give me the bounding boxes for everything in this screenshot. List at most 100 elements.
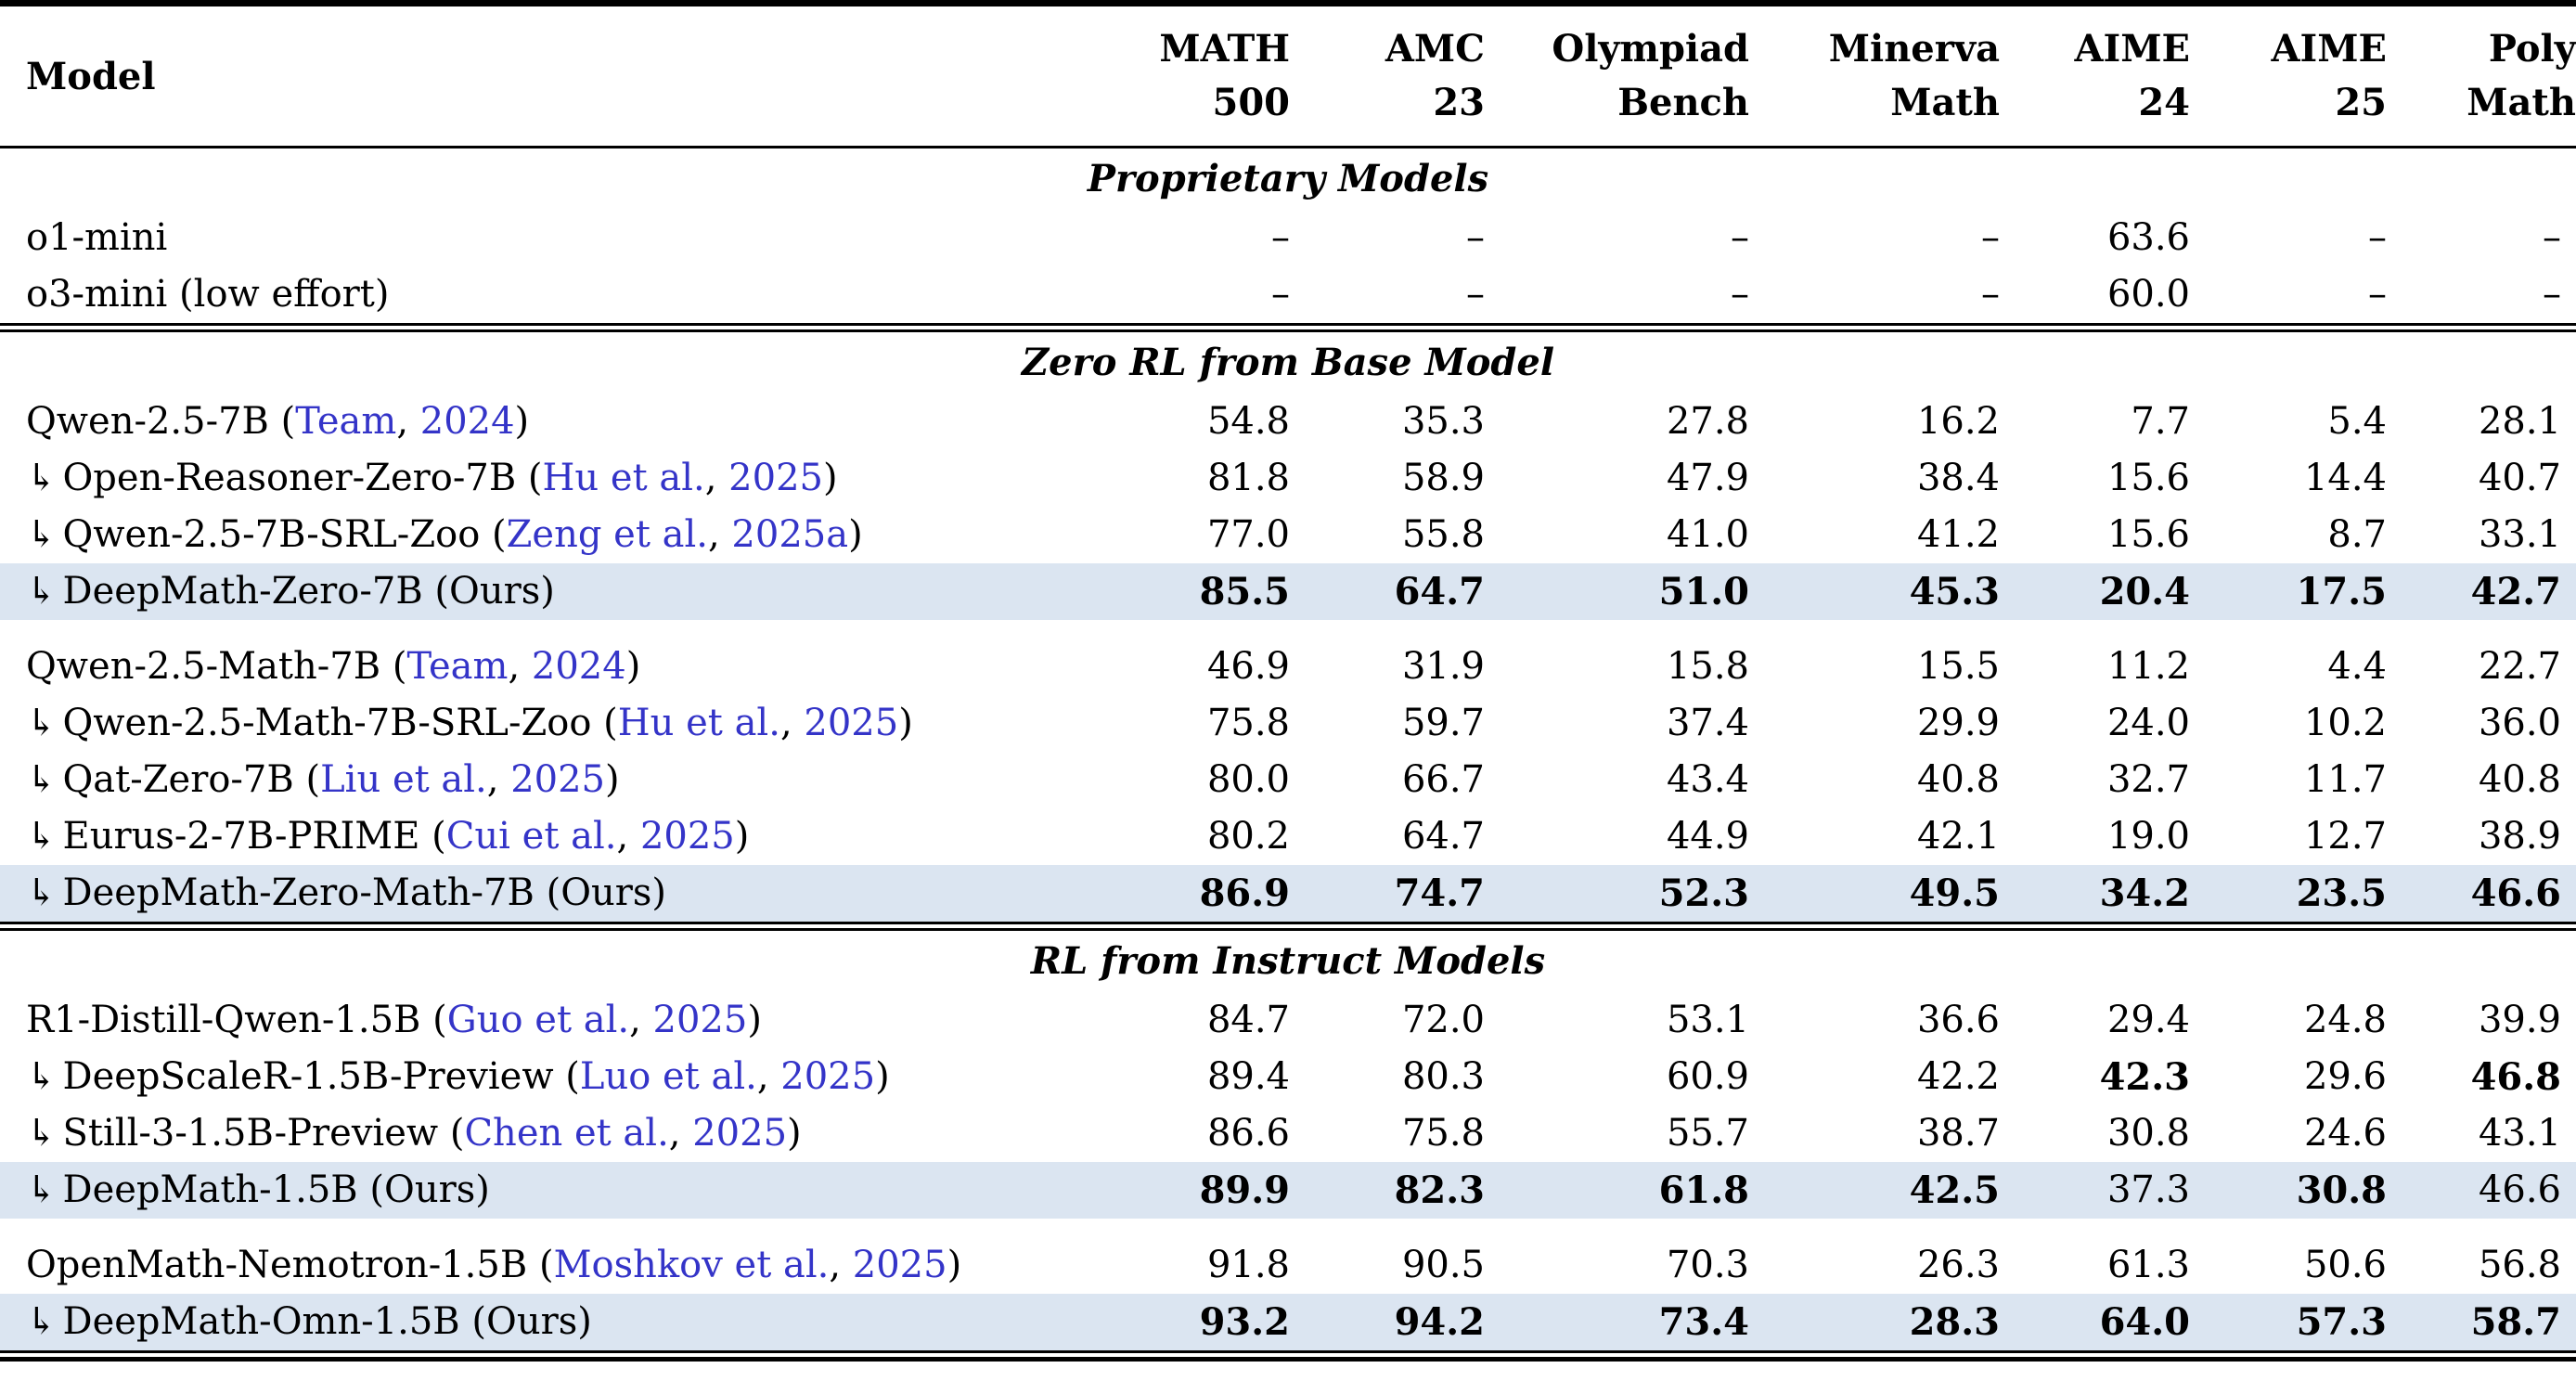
citation-year-link[interactable]: 2025 [780, 1055, 876, 1098]
score-cell: 90.5 [1401, 1244, 1485, 1286]
citation-year-link[interactable]: 2025 [692, 1112, 788, 1155]
score-cell: 60.9 [1666, 1055, 1749, 1098]
score-cell: 40.8 [2478, 758, 2561, 801]
model-name: Qat-Zero-7B [62, 758, 294, 801]
model-name: Qwen-2.5-Math-7B [26, 645, 381, 688]
score-cell: 17.5 [2296, 570, 2387, 613]
citation-author-link[interactable]: Liu et al. [320, 758, 487, 801]
score-cell: 61.8 [1658, 1168, 1749, 1212]
score-cell: 43.1 [2478, 1112, 2561, 1155]
score-cell: 24.8 [2303, 999, 2387, 1041]
model-name: DeepMath-1.5B [62, 1168, 358, 1211]
citation-year-link[interactable]: 2025 [804, 702, 899, 744]
citation-open-paren: ( [420, 999, 447, 1041]
citation-year-link[interactable]: 2024 [419, 400, 515, 443]
table-row: R1-Distill-Qwen-1.5B (Guo et al., 2025) 8… [0, 992, 2576, 1049]
col-header-polymath: Poly Math [2387, 0, 2576, 148]
score-cell: 38.9 [2478, 815, 2561, 858]
score-cell: 74.7 [1394, 871, 1485, 915]
score-cell: – [1271, 216, 1290, 259]
model-name-cell: o3-mini (low effort) [0, 266, 1035, 323]
score-cell: 41.0 [1666, 513, 1749, 556]
score-cell: 70.3 [1666, 1244, 1749, 1286]
score-cell: 72.0 [1401, 999, 1485, 1041]
citation-year-link[interactable]: 2025 [852, 1244, 947, 1286]
col-header-model: Model [0, 0, 1035, 148]
branch-arrow-icon: ↳ [26, 702, 58, 744]
score-cell: 41.2 [1916, 513, 2000, 556]
model-name-cell: ↳ Still-3-1.5B-Preview (Chen et al., 2025… [0, 1105, 1035, 1162]
section-divider-rule [0, 323, 2576, 332]
group-gap [0, 620, 2576, 639]
citation-open-paren: ( [268, 400, 296, 443]
table-row: ↳ Qwen-2.5-Math-7B-SRL-Zoo (Hu et al., 20… [0, 695, 2576, 752]
score-cell: 53.1 [1666, 999, 1749, 1041]
section-title: Zero RL from Base Model [1021, 341, 1555, 384]
score-cell: 29.9 [1916, 702, 2000, 744]
table-row: ↳ DeepMath-1.5B (Ours) 89.9 82.3 61.8 42.5 37.… [0, 1162, 2576, 1219]
score-cell: 26.3 [1916, 1244, 2000, 1286]
citation-author-link[interactable]: Cui et al. [445, 815, 617, 858]
model-name-cell: ↳ Qwen-2.5-Math-7B-SRL-Zoo (Hu et al., 20… [0, 695, 1035, 752]
citation-author-link[interactable]: Hu et al. [542, 457, 705, 499]
score-cell: 59.7 [1401, 702, 1485, 744]
model-name: Still-3-1.5B-Preview [62, 1112, 439, 1155]
citation-year-link[interactable]: 2024 [531, 645, 626, 688]
section-divider-rule [0, 922, 2576, 931]
score-cell: 82.3 [1394, 1168, 1485, 1212]
col-header-aime24: AIME 24 [2000, 0, 2190, 148]
citation-open-paren: ( [527, 1244, 554, 1286]
citation-close-paren: ) [947, 1244, 962, 1286]
citation-author-link[interactable]: Hu et al. [617, 702, 780, 744]
model-name: o3-mini (low effort) [26, 273, 390, 316]
score-cell: 36.6 [1916, 999, 2000, 1041]
score-cell: 29.4 [2106, 999, 2190, 1041]
score-cell: 55.7 [1666, 1112, 1749, 1155]
score-cell: – [1466, 273, 1485, 316]
score-cell: – [2368, 273, 2387, 316]
citation-year-link[interactable]: 2025a [731, 513, 849, 556]
citation-year-link[interactable]: 2025 [728, 457, 823, 499]
model-name: Qwen-2.5-7B-SRL-Zoo [62, 513, 481, 556]
score-cell: 58.9 [1401, 457, 1485, 499]
score-cell: 38.7 [1916, 1112, 2000, 1155]
branch-arrow-icon: ↳ [26, 1055, 58, 1098]
section-divider-rule-cell [0, 323, 2576, 332]
score-cell: 24.6 [2303, 1112, 2387, 1155]
citation-author-link[interactable]: Moshkov et al. [553, 1244, 830, 1286]
score-cell: 30.8 [2106, 1112, 2190, 1155]
citation-year-link[interactable]: 2025 [652, 999, 748, 1041]
citation-author-link[interactable]: Guo et al. [446, 999, 630, 1041]
citation-author-link[interactable]: Team [295, 400, 397, 443]
branch-arrow-icon: ↳ [26, 758, 58, 801]
score-cell: 77.0 [1206, 513, 1290, 556]
col-header-math500: MATH 500 [1035, 0, 1290, 148]
score-cell: 46.6 [2470, 871, 2561, 915]
score-cell: 15.5 [1916, 645, 2000, 688]
citation-author-link[interactable]: Zeng et al. [506, 513, 708, 556]
model-name: o1-mini [26, 216, 168, 259]
citation-close-paren: ) [875, 1055, 890, 1098]
score-cell: – [1271, 273, 1290, 316]
citation-author-link[interactable]: Team [406, 645, 509, 688]
score-cell: 42.5 [1909, 1168, 2000, 1212]
branch-arrow-icon: ↳ [26, 815, 58, 858]
score-cell: 36.0 [2478, 702, 2561, 744]
score-cell: 23.5 [2296, 871, 2387, 915]
section-header-cell: RL from Instruct Models [0, 931, 2576, 992]
citation-author-link[interactable]: Luo et al. [579, 1055, 757, 1098]
branch-arrow-icon: ↳ [26, 871, 58, 914]
citation-year-link[interactable]: 2025 [639, 815, 735, 858]
score-cell: 15.6 [2106, 513, 2190, 556]
score-cell: 15.6 [2106, 457, 2190, 499]
citation-close-paren: ) [514, 400, 530, 443]
score-cell: 19.0 [2106, 815, 2190, 858]
citation-year-link[interactable]: 2025 [510, 758, 605, 801]
score-cell: 42.3 [2099, 1055, 2190, 1099]
score-cell: 34.2 [2099, 871, 2190, 915]
citation-comma: , [396, 400, 420, 443]
citation-comma: , [829, 1244, 853, 1286]
citation-author-link[interactable]: Chen et al. [464, 1112, 669, 1155]
model-name: DeepScaleR-1.5B-Preview [62, 1055, 554, 1098]
